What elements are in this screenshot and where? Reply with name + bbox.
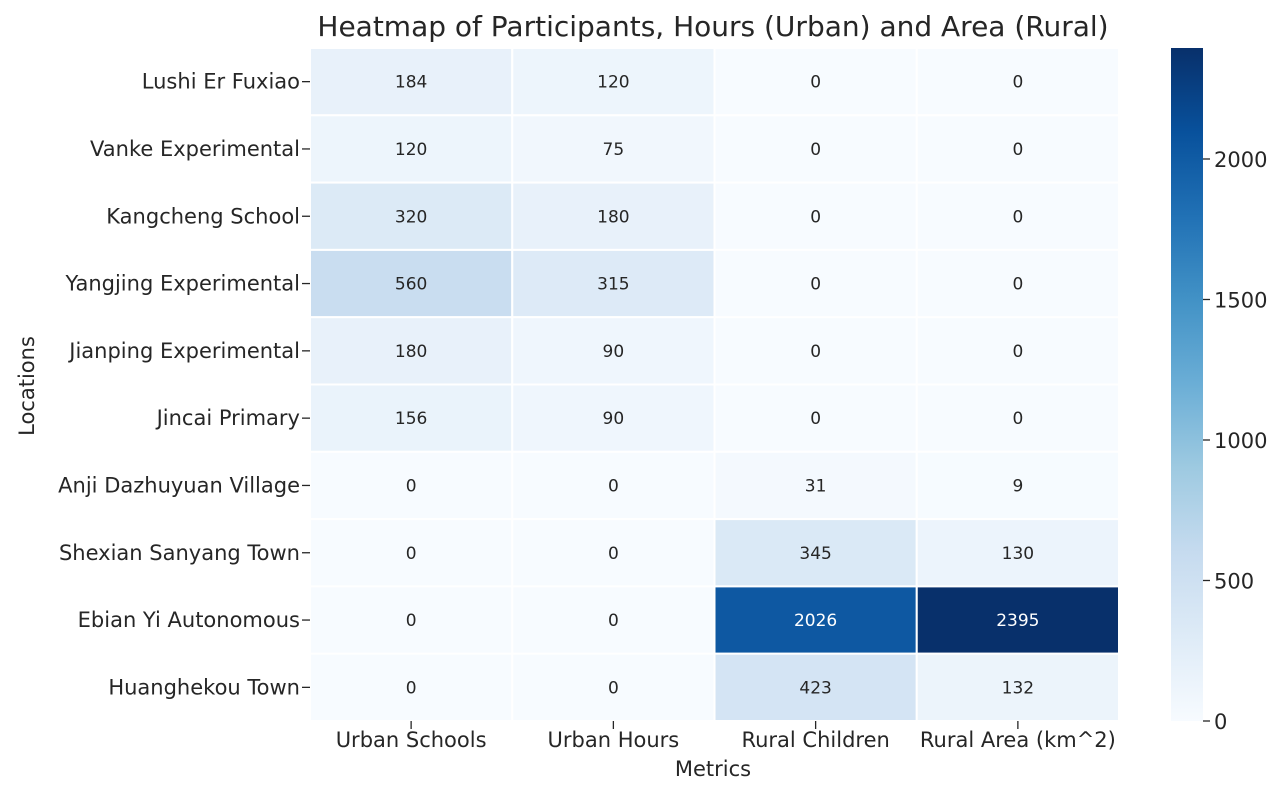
y-tick-label: Lushi Er Fuxiao <box>142 70 300 94</box>
cell-value-label: 132 <box>1002 678 1034 698</box>
heatmap-cell <box>915 450 1120 521</box>
colorbar-ticks: 0 500 1000 1500 2000 <box>1203 148 1267 734</box>
cell-value-label: 180 <box>597 207 629 227</box>
heatmap-cell <box>511 383 716 453</box>
cell-value-label: 0 <box>1012 409 1023 429</box>
x-axis-label: Metrics <box>675 757 751 781</box>
y-tick-label: Kangcheng School <box>106 204 300 228</box>
cell-value-label: 0 <box>1012 275 1023 295</box>
heatmap-cell <box>511 248 716 319</box>
y-tick-label: Huanghekou Town <box>108 675 300 699</box>
heatmap-cell <box>309 383 514 453</box>
x-tick-labels: Urban Schools Urban Hours Rural Children Ru… <box>336 721 1116 752</box>
y-tick-label: Yangjing Experimental <box>65 272 300 296</box>
heatmap-cell <box>713 47 918 117</box>
heatmap-cell <box>915 316 1120 386</box>
cell-value-label: 90 <box>603 342 625 362</box>
heatmap-cell <box>309 47 514 117</box>
cell-value-label: 9 <box>1012 476 1023 496</box>
colorbar <box>1171 48 1203 721</box>
y-tick-label: Jianping Experimental <box>67 339 300 363</box>
y-tick-label: Anji Dazhuyuan Village <box>58 473 300 497</box>
colorbar-tick-label: 1000 <box>1214 429 1267 453</box>
y-tick-label: Ebian Yi Autonomous <box>78 608 300 632</box>
cell-value-label: 0 <box>1012 342 1023 362</box>
heatmap-cell <box>511 47 716 117</box>
chart-title: Heatmap of Participants, Hours (Urban) a… <box>317 10 1108 43</box>
colorbar-tick-label: 1500 <box>1214 288 1267 312</box>
x-tick-label: Urban Hours <box>548 728 680 752</box>
cell-value-label: 180 <box>395 342 427 362</box>
x-tick-label: Rural Area (km^2) <box>920 728 1116 752</box>
heatmap-cell <box>713 316 918 386</box>
cell-value-label: 90 <box>603 409 625 429</box>
cell-value-label: 0 <box>406 476 417 496</box>
heatmap-cell <box>511 114 716 184</box>
cell-value-label: 31 <box>805 476 827 496</box>
cell-value-label: 130 <box>1002 544 1034 564</box>
y-axis-label: Locations <box>15 336 39 436</box>
cell-value-label: 184 <box>395 73 427 93</box>
y-tick-label: Shexian Sanyang Town <box>59 541 300 565</box>
heatmap-cell <box>915 652 1120 723</box>
cell-value-label: 560 <box>395 275 427 295</box>
heatmap-cell <box>309 652 514 723</box>
cell-value-label: 0 <box>810 207 821 227</box>
cell-value-label: 0 <box>608 611 619 631</box>
colorbar-tick-label: 2000 <box>1214 148 1267 172</box>
cell-value-label: 0 <box>810 342 821 362</box>
heatmap-cell <box>915 248 1120 319</box>
cell-value-label: 120 <box>395 140 427 160</box>
y-tick-label: Jincai Primary <box>155 406 300 430</box>
heatmap-cell <box>511 181 716 251</box>
cell-value-label: 0 <box>608 678 619 698</box>
heatmap-cell <box>915 181 1120 251</box>
cell-value-label: 2395 <box>996 611 1039 631</box>
cell-value-label: 345 <box>799 544 831 564</box>
cell-value-label: 0 <box>810 275 821 295</box>
cell-value-label: 0 <box>406 611 417 631</box>
cell-value-label: 0 <box>608 476 619 496</box>
heatmap-cell <box>309 518 514 588</box>
heatmap-cell <box>915 383 1120 453</box>
cell-value-label: 315 <box>597 275 629 295</box>
cell-value-label: 423 <box>799 678 831 698</box>
cell-value-label: 156 <box>395 409 427 429</box>
cell-value-label: 0 <box>608 544 619 564</box>
heatmap-cell <box>713 652 918 723</box>
heatmap-cell <box>511 316 716 386</box>
cell-value-label: 0 <box>810 73 821 93</box>
heatmap-cell <box>915 47 1120 117</box>
heatmap-cell <box>713 518 918 588</box>
y-tick-label: Vanke Experimental <box>90 137 300 161</box>
cell-value-label: 0 <box>810 140 821 160</box>
cell-value-label: 2026 <box>794 611 837 631</box>
heatmap-cell <box>915 114 1120 184</box>
cell-value-label: 0 <box>1012 207 1023 227</box>
heatmap-cell <box>713 383 918 453</box>
cell-value-label: 0 <box>1012 73 1023 93</box>
y-tick-labels: Lushi Er Fuxiao Vanke Experimental Kangche… <box>58 70 310 699</box>
heatmap-cell <box>915 585 1120 655</box>
cell-value-label: 0 <box>810 409 821 429</box>
cell-value-label: 75 <box>603 140 625 160</box>
x-tick-label: Rural Children <box>741 728 889 752</box>
x-tick-label: Urban Schools <box>336 728 487 752</box>
heatmap-cell <box>713 450 918 521</box>
colorbar-tick-label: 500 <box>1214 569 1254 593</box>
cell-value-label: 0 <box>406 544 417 564</box>
cell-value-label: 0 <box>406 678 417 698</box>
cell-value-label: 120 <box>597 73 629 93</box>
cell-value-label: 320 <box>395 207 427 227</box>
cell-value-label: 0 <box>1012 140 1023 160</box>
colorbar-tick-label: 0 <box>1214 710 1227 734</box>
